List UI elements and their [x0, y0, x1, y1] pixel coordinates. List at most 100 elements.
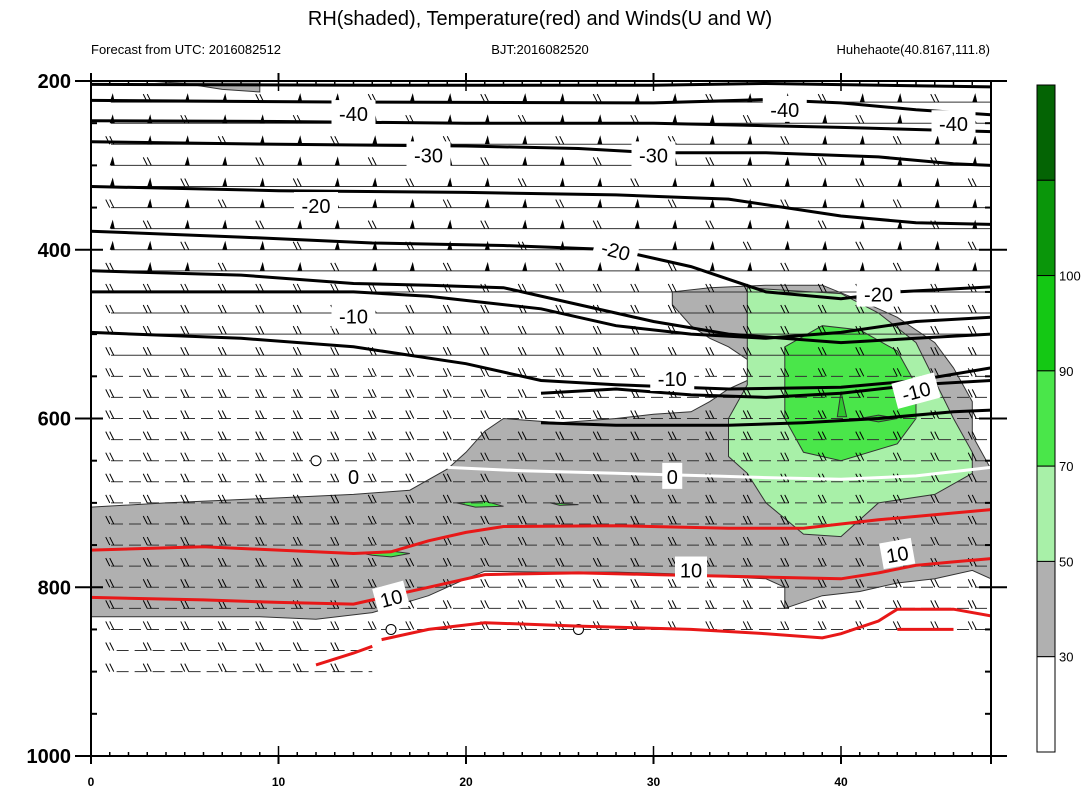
- contour-label: -20: [856, 280, 901, 307]
- wind-barb-feather: [555, 410, 561, 419]
- wind-barb-feather: [217, 579, 223, 588]
- wind-barb-feather: [180, 431, 186, 440]
- wind-barb-feather: [705, 304, 711, 314]
- wind-barb-pennant: [897, 219, 903, 229]
- wind-barb-feather: [817, 157, 823, 166]
- wind-barb-pennant: [597, 261, 603, 271]
- isotherm-cold: [91, 269, 991, 345]
- wind-barb-feather: [784, 199, 790, 208]
- contour-label-text: -10: [339, 307, 368, 329]
- wind-barb-feather: [142, 579, 148, 588]
- forecast-time-label: Forecast from UTC: 2016082512: [91, 42, 281, 57]
- wind-barb-feather: [330, 579, 336, 588]
- wind-barb-feather: [821, 304, 827, 314]
- wind-barb-feather: [821, 600, 827, 609]
- wind-barb-feather: [217, 410, 223, 419]
- wind-barb-feather: [334, 452, 340, 461]
- wind-barb-feather: [484, 220, 490, 229]
- wind-barb-feather: [296, 368, 302, 377]
- wind-barb-feather: [146, 663, 152, 672]
- wind-barb-feather: [330, 557, 336, 567]
- wind-barb-feather: [405, 621, 411, 630]
- wind-barb-feather: [634, 283, 640, 293]
- wind-barb-feather: [892, 579, 898, 588]
- wind-barb-feather: [742, 452, 748, 461]
- wind-barb-feather: [667, 515, 673, 525]
- wind-barb-feather: [371, 494, 377, 504]
- wind-barb-pennant: [859, 135, 865, 145]
- wind-barb-feather: [105, 368, 111, 377]
- wind-barb-feather: [671, 536, 677, 546]
- wind-barb-feather: [521, 452, 527, 461]
- wind-barb-pennant: [822, 240, 828, 250]
- wind-barb-feather: [742, 494, 748, 504]
- contour-label: 0: [343, 462, 364, 489]
- contour-label-text: -40: [339, 104, 368, 126]
- wind-barb-feather: [746, 410, 752, 419]
- wind-barb-feather: [746, 536, 752, 546]
- wind-barb-feather: [517, 515, 523, 525]
- wind-barb-feather: [746, 368, 752, 377]
- wind-barb-feather: [296, 515, 302, 525]
- wind-barb-feather: [780, 557, 786, 567]
- wind-barb-feather: [180, 389, 186, 398]
- wind-barb-feather: [671, 515, 677, 525]
- calm-wind-marker: [310, 455, 322, 467]
- contour-label-bg: [631, 141, 676, 168]
- wind-barb-feather: [409, 579, 415, 588]
- wind-barbs: [105, 93, 991, 673]
- wind-barb-feather: [634, 452, 640, 461]
- wind-barb-feather: [892, 262, 898, 272]
- contour-label-text: 0: [667, 467, 678, 489]
- wind-barb-feather: [446, 410, 452, 419]
- wind-barb-feather: [596, 536, 602, 546]
- wind-barb-pennant: [259, 240, 265, 250]
- wind-barb-feather: [934, 600, 940, 609]
- wind-barb-feather: [255, 346, 261, 356]
- wind-barb-feather: [971, 494, 977, 504]
- wind-barb-feather: [634, 304, 640, 314]
- wind-barb-pennant: [522, 198, 528, 208]
- wind-barb-feather: [296, 557, 302, 567]
- wind-barb-feather: [184, 557, 190, 567]
- wind-barb-feather: [780, 515, 786, 525]
- wind-barb-feather: [705, 346, 711, 356]
- wind-barb-feather: [296, 473, 302, 483]
- wind-barb-feather: [896, 325, 902, 335]
- wind-barb-pennant: [484, 261, 490, 271]
- wind-barb-feather: [667, 600, 673, 609]
- wind-barb-feather: [221, 199, 227, 208]
- wind-barb-feather: [184, 515, 190, 525]
- x-axis: 0 10 20 30 40: [88, 73, 992, 789]
- wind-barb-feather: [596, 283, 602, 293]
- wind-barb-feather: [367, 536, 373, 546]
- wind-barb-feather: [109, 346, 115, 356]
- wind-barb-feather: [855, 178, 861, 187]
- wind-barb-feather: [480, 473, 486, 483]
- wind-barb-feather: [292, 452, 298, 461]
- wind-barb-feather: [484, 536, 490, 546]
- wind-barb-feather: [259, 579, 265, 588]
- wind-barb-feather: [405, 579, 411, 588]
- wind-barb-feather: [780, 346, 786, 356]
- wind-barb-feather: [671, 494, 677, 504]
- wind-barb-feather: [292, 431, 298, 440]
- wind-barb-pennant: [147, 177, 153, 187]
- wind-barb-feather: [367, 473, 373, 483]
- wind-barb-feather: [259, 557, 265, 567]
- wind-barb-feather: [817, 494, 823, 504]
- wind-barb-pennant: [222, 177, 228, 187]
- wind-barb-feather: [521, 325, 527, 335]
- wind-barb-feather: [442, 199, 448, 208]
- isotherm-cold: [540, 408, 991, 427]
- wind-barb-feather: [330, 136, 336, 145]
- wind-barb-pennant: [447, 93, 453, 103]
- wind-barb-feather: [409, 621, 415, 630]
- wind-barb-feather: [409, 557, 415, 567]
- wind-barb-feather: [146, 642, 152, 651]
- wind-barb-feather: [821, 452, 827, 461]
- wind-barb-feather: [521, 473, 527, 483]
- wind-barb-feather: [292, 241, 298, 250]
- wind-barb-feather: [855, 579, 861, 588]
- wind-barb-feather: [934, 368, 940, 377]
